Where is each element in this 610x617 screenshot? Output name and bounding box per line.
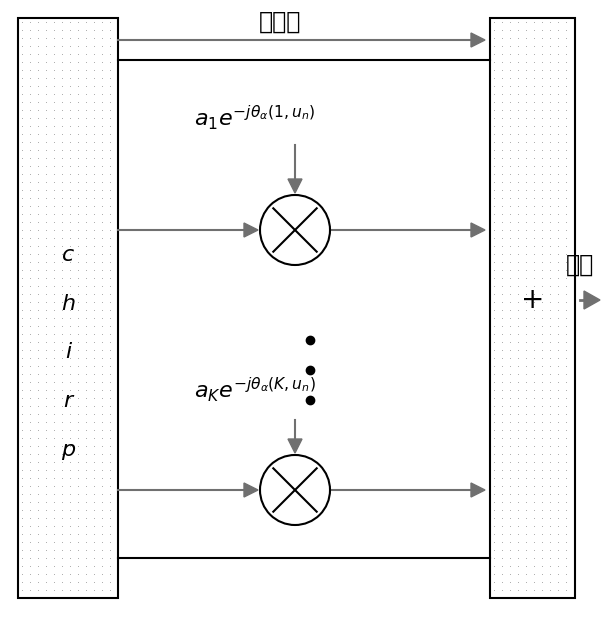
- Polygon shape: [471, 483, 485, 497]
- Text: +: +: [521, 286, 544, 314]
- Text: $a_Ke^{-j\theta_{\alpha}(K,u_n)}$: $a_Ke^{-j\theta_{\alpha}(K,u_n)}$: [194, 376, 316, 404]
- Polygon shape: [244, 223, 258, 237]
- Polygon shape: [471, 33, 485, 47]
- Text: c: c: [62, 245, 74, 265]
- Bar: [18, 18, 118, 598]
- Text: p: p: [61, 440, 75, 460]
- Polygon shape: [288, 439, 302, 453]
- Bar: [490, 18, 575, 598]
- Polygon shape: [471, 223, 485, 237]
- Text: 直达声: 直达声: [259, 10, 301, 34]
- Text: $a_1e^{-j\theta_{\alpha}(1,u_n)}$: $a_1e^{-j\theta_{\alpha}(1,u_n)}$: [195, 104, 315, 133]
- Polygon shape: [584, 291, 600, 309]
- Polygon shape: [244, 483, 258, 497]
- Text: h: h: [61, 294, 75, 314]
- Circle shape: [260, 195, 330, 265]
- Text: r: r: [63, 391, 73, 412]
- Polygon shape: [288, 179, 302, 193]
- Text: 输出: 输出: [566, 253, 594, 277]
- Text: i: i: [65, 342, 71, 363]
- Circle shape: [260, 455, 330, 525]
